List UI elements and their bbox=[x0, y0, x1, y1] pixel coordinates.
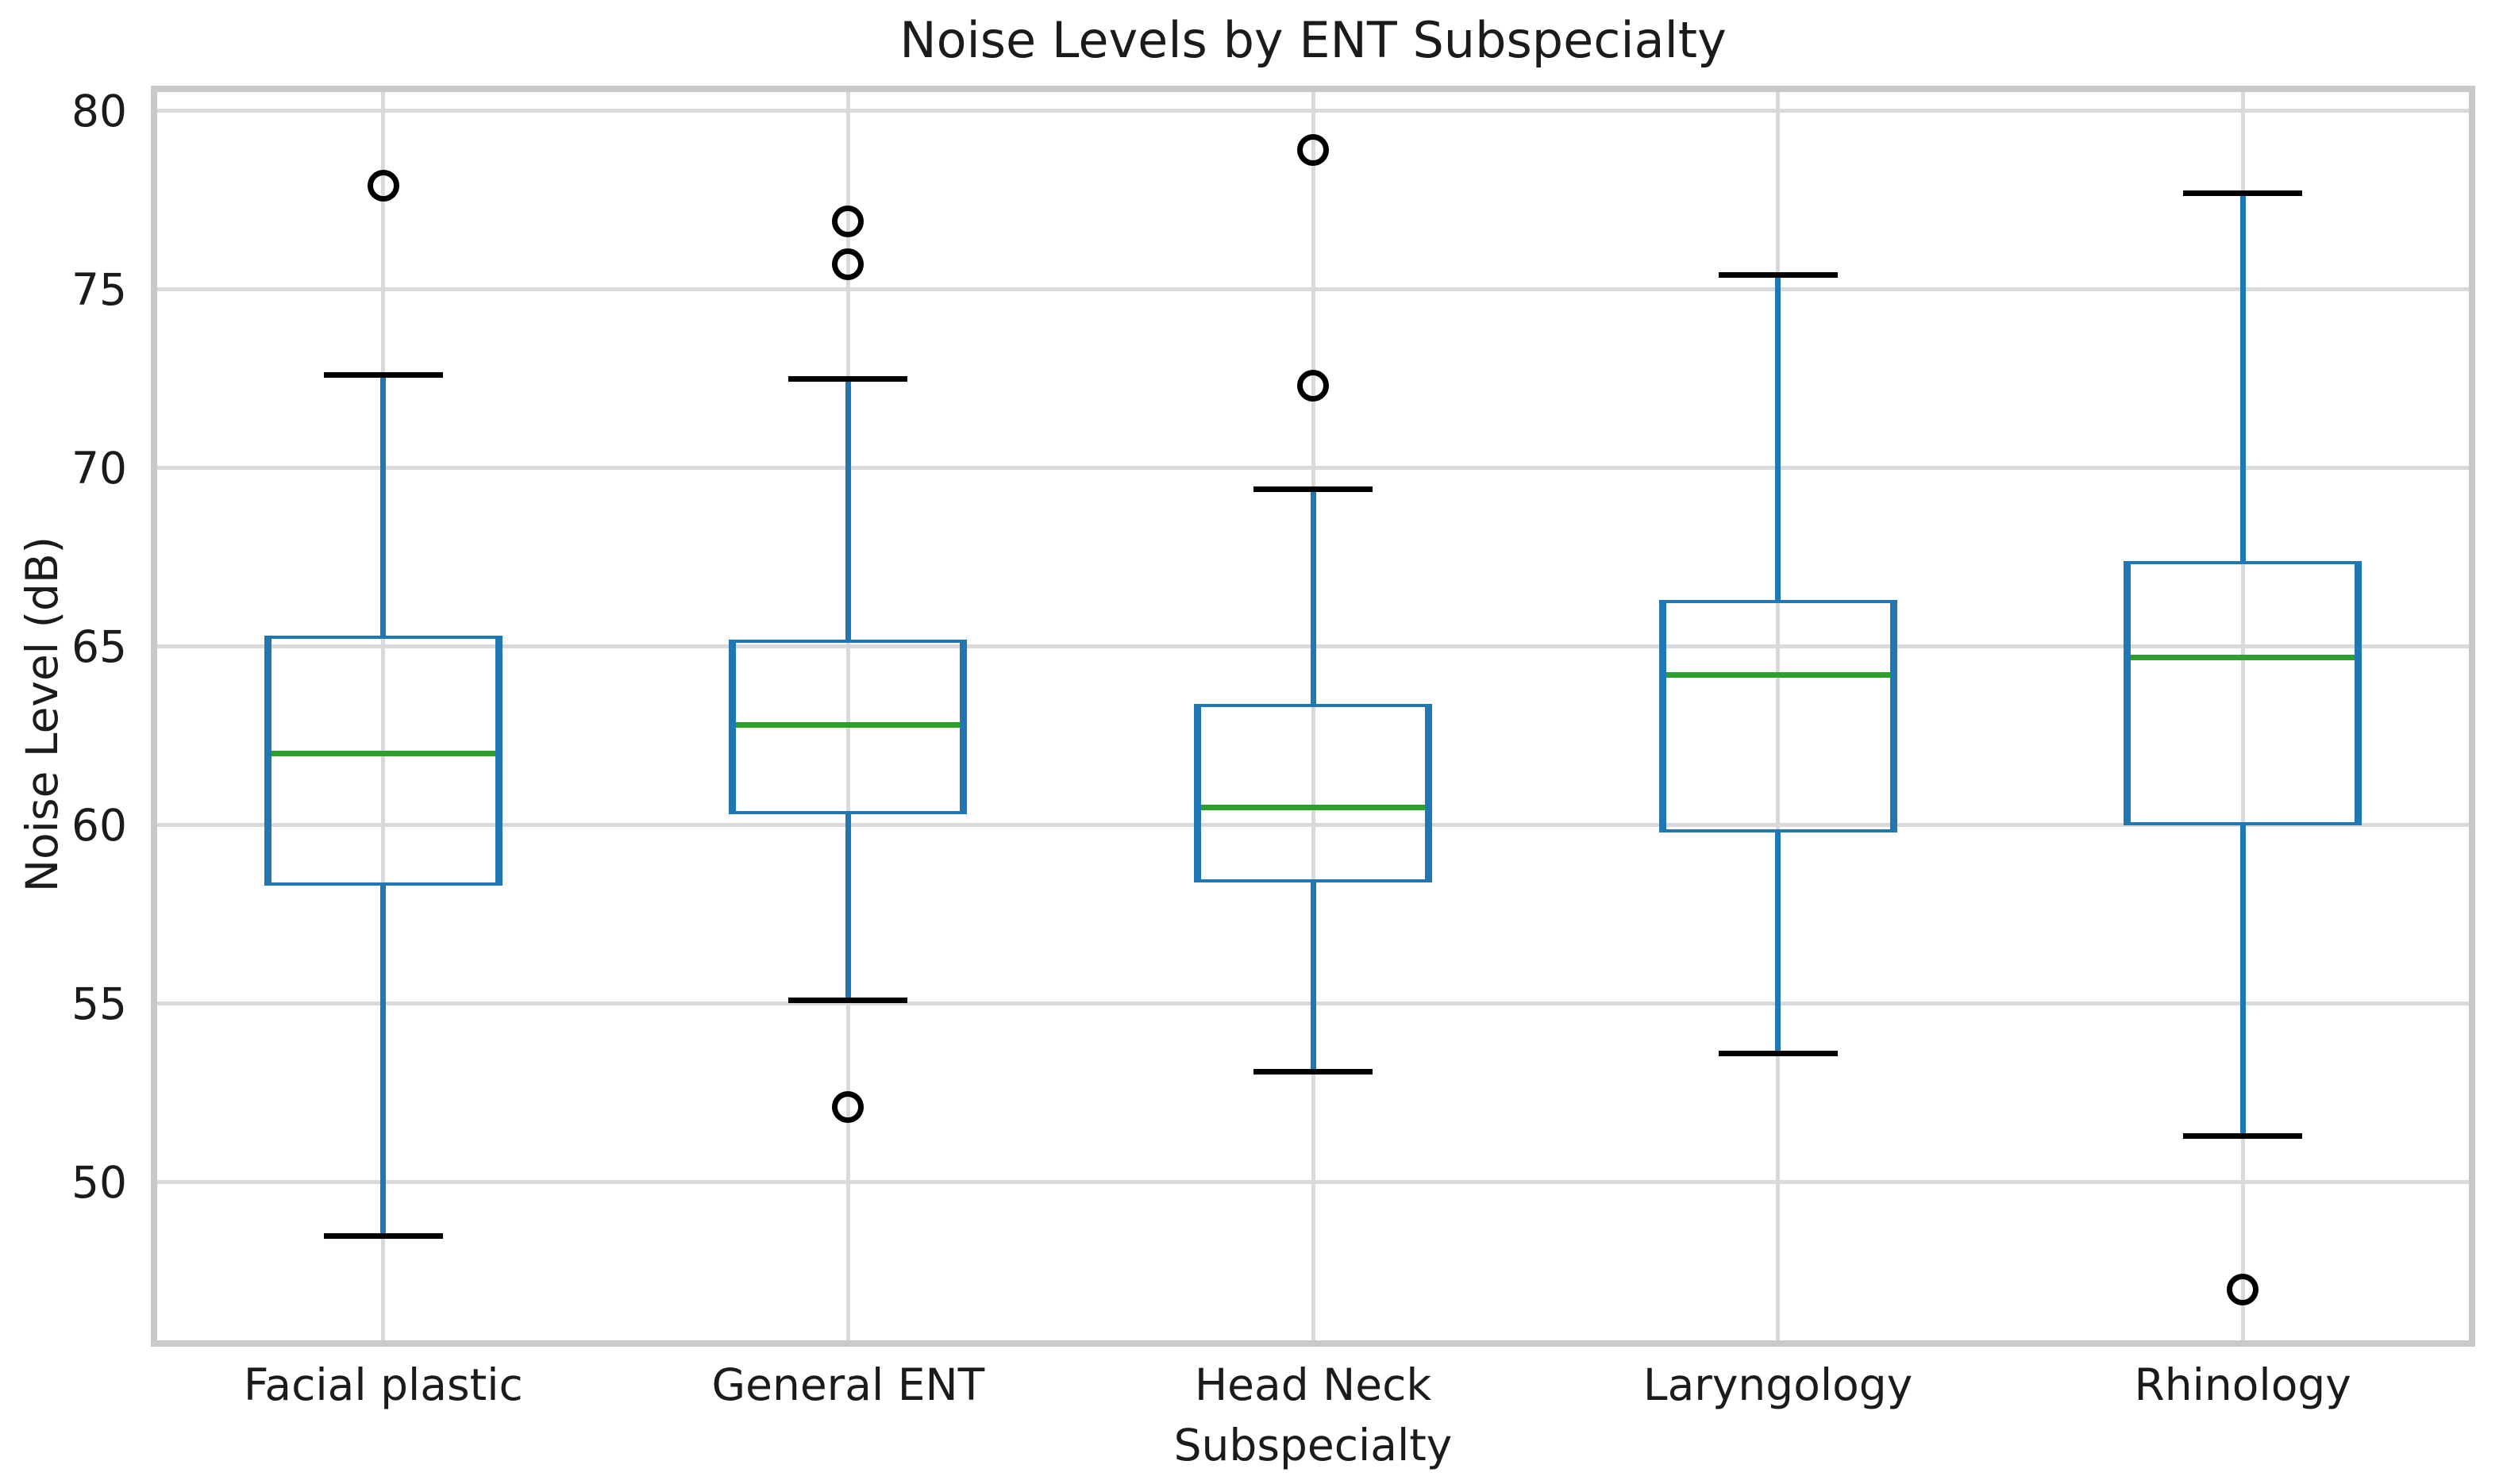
outlier-marker bbox=[1297, 134, 1329, 167]
box bbox=[1658, 600, 1897, 832]
outlier-marker bbox=[367, 170, 399, 202]
cap-lower bbox=[1718, 1051, 1838, 1057]
y-tick-label: 60 bbox=[71, 799, 127, 851]
cap-upper bbox=[2183, 190, 2303, 196]
outlier-marker bbox=[832, 206, 864, 238]
x-tick-label: Head Neck bbox=[1194, 1359, 1432, 1410]
whisker-lower bbox=[380, 886, 387, 1236]
v-gridline bbox=[1776, 86, 1781, 1347]
whisker-lower bbox=[845, 814, 851, 1001]
v-gridline bbox=[2240, 86, 2245, 1347]
cap-lower bbox=[788, 997, 908, 1003]
spine-left bbox=[151, 86, 157, 1347]
whisker-lower bbox=[1310, 882, 1316, 1072]
median-line bbox=[1201, 804, 1425, 810]
outlier-marker bbox=[2227, 1273, 2259, 1305]
spine-bottom bbox=[151, 1340, 2475, 1347]
box bbox=[729, 639, 968, 815]
cap-lower bbox=[2183, 1132, 2303, 1139]
cap-upper bbox=[788, 375, 908, 382]
x-axis-label: Subspecialty bbox=[1173, 1420, 1453, 1471]
box bbox=[264, 636, 503, 886]
whisker-upper bbox=[380, 375, 387, 636]
cap-upper bbox=[1718, 272, 1838, 279]
whisker-lower bbox=[1775, 832, 1781, 1054]
x-tick-label: Facial plastic bbox=[243, 1359, 523, 1410]
box bbox=[2124, 560, 2362, 825]
y-tick-label: 50 bbox=[71, 1156, 127, 1208]
cap-upper bbox=[1253, 486, 1373, 493]
median-line bbox=[1665, 672, 1890, 679]
x-tick-label: Rhinology bbox=[2134, 1359, 2351, 1410]
whisker-upper bbox=[1310, 489, 1316, 704]
spine-right bbox=[2469, 86, 2475, 1347]
cap-upper bbox=[323, 372, 443, 379]
y-tick-label: 80 bbox=[71, 85, 127, 136]
outlier-marker bbox=[832, 248, 864, 281]
whisker-lower bbox=[2239, 825, 2246, 1136]
v-gridline bbox=[845, 86, 850, 1347]
x-tick-label: Laryngology bbox=[1642, 1359, 1913, 1410]
v-gridline bbox=[1311, 86, 1315, 1347]
whisker-upper bbox=[1775, 275, 1781, 601]
y-tick-label: 70 bbox=[71, 442, 127, 494]
x-tick-label: General ENT bbox=[711, 1359, 985, 1410]
y-tick-label: 75 bbox=[71, 263, 127, 315]
outlier-marker bbox=[1297, 370, 1329, 402]
box bbox=[1194, 703, 1432, 882]
outlier-marker bbox=[832, 1091, 864, 1124]
cap-lower bbox=[323, 1232, 443, 1239]
cap-lower bbox=[1253, 1068, 1373, 1075]
y-tick-label: 65 bbox=[71, 621, 127, 672]
plot-area bbox=[151, 86, 2475, 1347]
median-line bbox=[2131, 654, 2355, 660]
chart-title: Noise Levels by ENT Subspecialty bbox=[899, 11, 1727, 69]
median-line bbox=[271, 751, 495, 757]
y-tick-label: 55 bbox=[71, 978, 127, 1029]
whisker-upper bbox=[845, 379, 851, 640]
spine-top bbox=[151, 86, 2475, 92]
v-gridline bbox=[381, 86, 386, 1347]
median-line bbox=[736, 722, 961, 729]
whisker-upper bbox=[2239, 193, 2246, 561]
